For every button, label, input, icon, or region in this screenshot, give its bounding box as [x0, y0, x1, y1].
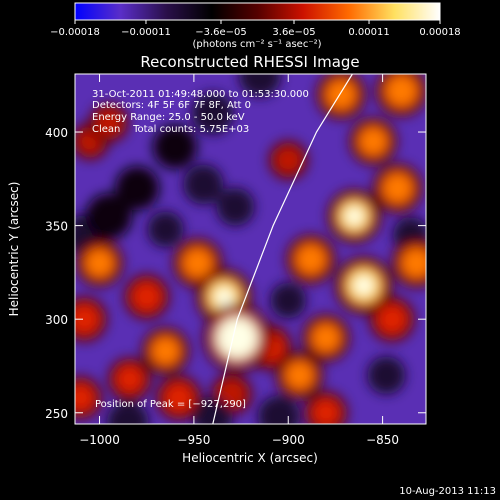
y-tick-label: 250 — [45, 407, 68, 421]
chart-title: Reconstructed RHESSI Image — [140, 53, 359, 71]
x-axis-label: Heliocentric X (arcsec) — [182, 451, 318, 465]
x-tick-label: −900 — [272, 433, 305, 447]
annotation-clean-counts: Clean Total counts: 5.75E+03 — [92, 124, 249, 135]
heatmap-blobs — [75, 74, 426, 424]
x-tick-label: −850 — [366, 433, 399, 447]
y-tick-label: 350 — [45, 220, 68, 234]
axis-ticks: −1000 −950 −900 −850 250 300 350 400 — [45, 74, 426, 447]
x-tick-label: −1000 — [79, 433, 120, 447]
solar-limb-curve — [212, 74, 353, 424]
annotation-time-range: 31-Oct-2011 01:49:48.000 to 01:53:30.000 — [92, 89, 309, 100]
heatmap-blob — [270, 282, 307, 319]
heatmap-blob — [155, 374, 202, 421]
heatmap-blob — [367, 356, 406, 395]
x-tick-label: −950 — [177, 433, 210, 447]
heatmap-blob — [285, 234, 336, 285]
colorbar-tick-label: −0.00018 — [50, 27, 100, 38]
heatmap-blob — [75, 239, 124, 288]
heatmap-blob — [183, 164, 224, 205]
heatmap-blob — [88, 102, 129, 143]
heatmap-blob — [238, 74, 281, 97]
heatmap-blob — [191, 92, 234, 135]
annotation-energy-range: Energy Range: 25.0 - 50.0 keV — [92, 112, 245, 123]
colorbar-ticks: −0.00018 −0.00011 −3.6e−05 3.6e−05 0.00011 0.… — [50, 20, 461, 38]
heatmap-blob — [141, 327, 190, 376]
heatmap-blob — [301, 313, 350, 362]
plot-frame — [74, 73, 427, 425]
heatmap-blob — [372, 163, 423, 214]
heatmap-blob — [115, 166, 160, 211]
heatmap-blob — [327, 189, 382, 244]
footer-date: 10-Aug-2013 11:13 — [399, 486, 496, 497]
heatmap-blob — [203, 303, 272, 372]
heatmap-blob — [75, 296, 108, 343]
heatmap-blob — [147, 211, 184, 248]
heatmap-blob — [153, 124, 198, 169]
heatmap-blob — [375, 74, 426, 117]
heatmap-blob — [257, 395, 300, 424]
heatmap-blob — [316, 74, 367, 120]
colorbar — [74, 2, 441, 21]
y-tick-label: 300 — [45, 313, 68, 327]
heatmap-blob — [334, 256, 393, 315]
colorbar-tick-label: −0.00011 — [121, 27, 171, 38]
annotation-detectors: Detectors: 4F 5F 6F 7F 8F, Att 0 — [92, 100, 251, 111]
plot-area — [75, 74, 426, 424]
colorbar-tick-label: 0.00018 — [419, 27, 460, 38]
heatmap-blob — [275, 351, 324, 400]
colorbar-tick-label: 0.00011 — [348, 27, 389, 38]
peak-position-label: Position of Peak = [−927,290] — [95, 399, 246, 410]
heatmap-blob — [268, 140, 309, 181]
heatmap-blob — [107, 357, 152, 402]
heatmap-blob — [216, 187, 255, 226]
colorbar-tick-label: 3.6e−05 — [272, 27, 315, 38]
y-tick-label: 400 — [45, 126, 68, 140]
colorbar-unit-label: (photons cm⁻² s⁻¹ asec⁻²) — [192, 39, 321, 50]
heatmap-blob — [349, 117, 398, 166]
heatmap-blob — [391, 238, 426, 289]
heatmap-blob — [85, 193, 132, 240]
heatmap-blob — [123, 273, 170, 320]
annotation-block: 31-Oct-2011 01:49:48.000 to 01:53:30.000… — [92, 89, 309, 135]
heatmap-blob — [75, 375, 103, 420]
heatmap-blob — [303, 390, 348, 424]
heatmap-blob — [106, 401, 149, 424]
heatmap-blob — [192, 396, 233, 424]
colorbar-tick-label: −3.6e−05 — [195, 27, 247, 38]
y-axis-label: Heliocentric Y (arcsec) — [7, 182, 21, 317]
